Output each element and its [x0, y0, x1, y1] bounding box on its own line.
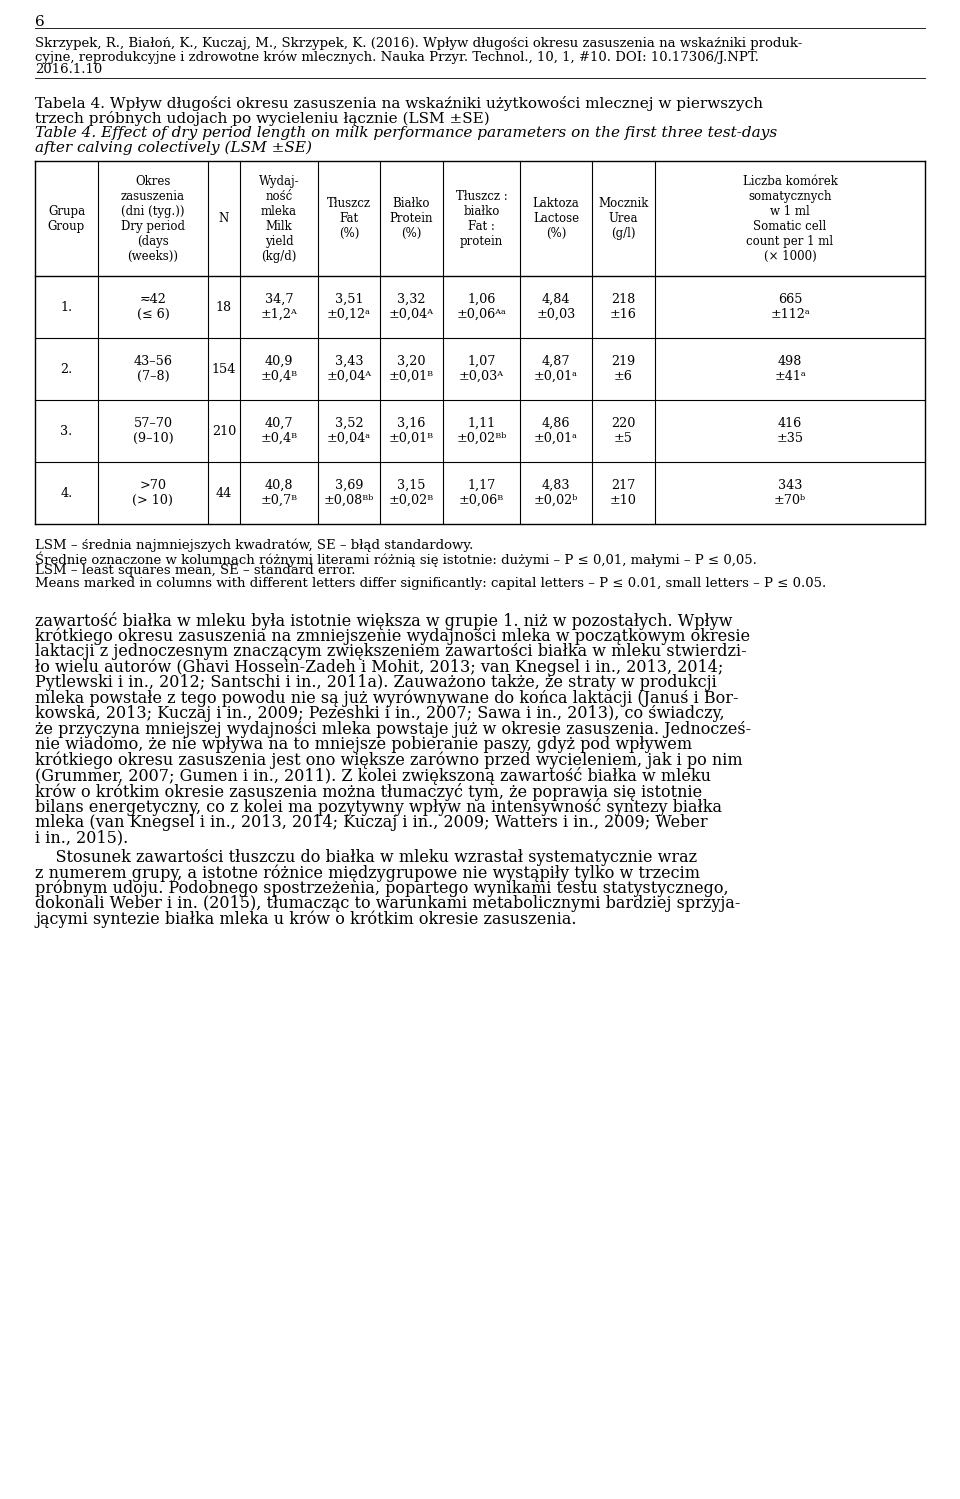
Text: 3,20
±0,01ᴮ: 3,20 ±0,01ᴮ	[389, 355, 434, 384]
Text: 3,52
±0,04ᵃ: 3,52 ±0,04ᵃ	[327, 417, 372, 445]
Text: 2.: 2.	[60, 363, 73, 376]
Text: 416
±35: 416 ±35	[777, 417, 804, 445]
Text: krótkiego okresu zasuszenia na zmniejszenie wydajności mleka w początkowym okres: krótkiego okresu zasuszenia na zmniejsze…	[35, 628, 750, 645]
Text: 4,87
±0,01ᵃ: 4,87 ±0,01ᵃ	[534, 355, 578, 384]
Text: 1,06
±0,06ᴬᵃ: 1,06 ±0,06ᴬᵃ	[457, 292, 507, 321]
Text: krów o krótkim okresie zasuszenia można tłumaczyć tym, że poprawia się istotnie: krów o krótkim okresie zasuszenia można …	[35, 782, 702, 800]
Text: mleka powstałe z tego powodu nie są już wyrównywane do końca laktacji (Januś i B: mleka powstałe z tego powodu nie są już …	[35, 690, 738, 708]
Text: Laktoza
Lactose
(%): Laktoza Lactose (%)	[533, 196, 580, 240]
Text: 3.: 3.	[60, 424, 73, 438]
Text: LSM – średnia najmniejszych kwadratów, SE – błąd standardowy.: LSM – średnia najmniejszych kwadratów, S…	[35, 538, 473, 552]
Text: 217
±10: 217 ±10	[610, 480, 636, 507]
Text: 4,86
±0,01ᵃ: 4,86 ±0,01ᵃ	[534, 417, 578, 445]
Text: 40,8
±0,7ᴮ: 40,8 ±0,7ᴮ	[260, 480, 298, 507]
Text: 665
±112ᵃ: 665 ±112ᵃ	[770, 292, 810, 321]
Text: nie wiadomo, że nie wpływa na to mniejsze pobieranie paszy, gdyż pod wpływem: nie wiadomo, że nie wpływa na to mniejsz…	[35, 736, 692, 752]
Text: 18: 18	[216, 300, 232, 313]
Text: Grupa
Group: Grupa Group	[48, 204, 85, 232]
Text: dokonali Weber i in. (2015), tłumacząc to warunkami metabolicznymi bardziej sprz: dokonali Weber i in. (2015), tłumacząc t…	[35, 895, 740, 911]
Text: zawartość białka w mleku była istotnie większa w grupie 1. niż w pozostałych. Wp: zawartość białka w mleku była istotnie w…	[35, 612, 732, 630]
Text: Liczba komórek
somatycznych
w 1 ml
Somatic cell
count per 1 ml
(× 1000): Liczba komórek somatycznych w 1 ml Somat…	[743, 174, 837, 262]
Text: after calving colectively (LSM ±SE): after calving colectively (LSM ±SE)	[35, 141, 312, 156]
Text: 220
±5: 220 ±5	[612, 417, 636, 445]
Text: Stosunek zawartości tłuszczu do białka w mleku wzrastał systematycznie wraz: Stosunek zawartości tłuszczu do białka w…	[35, 848, 697, 865]
Text: 43–56
(7–8): 43–56 (7–8)	[133, 355, 173, 384]
Text: 3,16
±0,01ᴮ: 3,16 ±0,01ᴮ	[389, 417, 434, 445]
Text: 2016.1.10: 2016.1.10	[35, 63, 103, 76]
Text: że przyczyna mniejszej wydajności mleka powstaje już w okresie zasuszenia. Jedno: że przyczyna mniejszej wydajności mleka …	[35, 721, 751, 738]
Text: ło wielu autorów (Ghavi Hossein-Zadeh i Mohit, 2013; van Knegsel i in., 2013, 20: ło wielu autorów (Ghavi Hossein-Zadeh i …	[35, 658, 724, 676]
Text: 498
±41ᵃ: 498 ±41ᵃ	[774, 355, 805, 384]
Text: i in., 2015).: i in., 2015).	[35, 829, 129, 845]
Text: Pytlewski i in., 2012; Santschi i in., 2011a). Zauważono także, że straty w prod: Pytlewski i in., 2012; Santschi i in., 2…	[35, 675, 717, 691]
Text: 343
±70ᵇ: 343 ±70ᵇ	[774, 480, 806, 507]
Text: Table 4. Effect of dry period length on milk performance parameters on the first: Table 4. Effect of dry period length on …	[35, 126, 778, 139]
Text: 1,07
±0,03ᴬ: 1,07 ±0,03ᴬ	[459, 355, 504, 384]
Text: trzech próbnych udojach po wycieleniu łącznie (LSM ±SE): trzech próbnych udojach po wycieleniu łą…	[35, 111, 490, 126]
Text: mleka (van Knegsel i in., 2013, 2014; Kuczaj i in., 2009; Watters i in., 2009; W: mleka (van Knegsel i in., 2013, 2014; Ku…	[35, 814, 708, 830]
Text: 1.: 1.	[60, 300, 73, 313]
Text: Skrzypek, R., Białoń, K., Kuczaj, M., Skrzypek, K. (2016). Wpływ długości okresu: Skrzypek, R., Białoń, K., Kuczaj, M., Sk…	[35, 37, 803, 49]
Text: Białko
Protein
(%): Białko Protein (%)	[390, 196, 433, 240]
Text: 154: 154	[212, 363, 236, 376]
Text: 3,32
±0,04ᴬ: 3,32 ±0,04ᴬ	[389, 292, 434, 321]
Text: 57–70
(9–10): 57–70 (9–10)	[132, 417, 174, 445]
Text: laktacji z jednoczesnym znaczącym zwiększeniem zawartości białka w mleku stwierd: laktacji z jednoczesnym znaczącym zwięks…	[35, 643, 747, 660]
Text: 4.: 4.	[60, 487, 73, 499]
Text: >70
(> 10): >70 (> 10)	[132, 480, 174, 507]
Text: 1,11
±0,02ᴮᵇ: 1,11 ±0,02ᴮᵇ	[456, 417, 507, 445]
Text: N: N	[219, 211, 229, 225]
Text: 1,17
±0,06ᴮ: 1,17 ±0,06ᴮ	[459, 480, 504, 507]
Text: 3,15
±0,02ᴮ: 3,15 ±0,02ᴮ	[389, 480, 434, 507]
Text: krótkiego okresu zasuszenia jest ono większe zarówno przed wycieleniem, jak i po: krótkiego okresu zasuszenia jest ono wię…	[35, 751, 743, 769]
Text: z numerem grupy, a istotne różnice międzygrupowe nie wystąpiły tylko w trzecim: z numerem grupy, a istotne różnice międz…	[35, 863, 700, 881]
Text: 34,7
±1,2ᴬ: 34,7 ±1,2ᴬ	[260, 292, 298, 321]
Text: próbnym udoju. Podobnego spostrzeżenia, popartego wynikami testu statystycznego,: próbnym udoju. Podobnego spostrzeżenia, …	[35, 880, 729, 896]
Text: 4,83
±0,02ᵇ: 4,83 ±0,02ᵇ	[534, 480, 578, 507]
Text: 44: 44	[216, 487, 232, 499]
Text: LSM – least squares mean, SE – standard error.: LSM – least squares mean, SE – standard …	[35, 564, 355, 577]
Text: cyjne, reprodukcyjne i zdrowotne krów mlecznych. Nauka Przyr. Technol., 10, 1, #: cyjne, reprodukcyjne i zdrowotne krów ml…	[35, 49, 758, 63]
Text: Wydaj-
ność
mleka
Milk
yield
(kg/d): Wydaj- ność mleka Milk yield (kg/d)	[258, 174, 300, 262]
Text: Mocznik
Urea
(g/l): Mocznik Urea (g/l)	[598, 196, 649, 240]
Text: 219
±6: 219 ±6	[612, 355, 636, 384]
Text: 40,7
±0,4ᴮ: 40,7 ±0,4ᴮ	[260, 417, 298, 445]
Text: jącymi syntezie białka mleka u krów o krótkim okresie zasuszenia.: jącymi syntezie białka mleka u krów o kr…	[35, 910, 577, 928]
Text: 3,51
±0,12ᵃ: 3,51 ±0,12ᵃ	[327, 292, 371, 321]
Text: 3,69
±0,08ᴮᵇ: 3,69 ±0,08ᴮᵇ	[324, 480, 374, 507]
Text: 210: 210	[212, 424, 236, 438]
Text: (Grummer, 2007; Gumen i in., 2011). Z kolei zwiększoną zawartość białka w mleku: (Grummer, 2007; Gumen i in., 2011). Z ko…	[35, 767, 711, 785]
Text: Średnie oznaczone w kolumnach różnymi literami różnią się istotnie: dużymi – P ≤: Średnie oznaczone w kolumnach różnymi li…	[35, 552, 756, 567]
Text: 3,43
±0,04ᴬ: 3,43 ±0,04ᴬ	[326, 355, 372, 384]
Text: bilans energetyczny, co z kolei ma pozytywny wpływ na intensywność syntezy białk: bilans energetyczny, co z kolei ma pozyt…	[35, 797, 722, 815]
Text: 4,84
±0,03: 4,84 ±0,03	[537, 292, 576, 321]
Text: Tłuszcz
Fat
(%): Tłuszcz Fat (%)	[327, 196, 371, 240]
Text: Tabela 4. Wpływ długości okresu zasuszenia na wskaźniki użytkowości mlecznej w p: Tabela 4. Wpływ długości okresu zasuszen…	[35, 96, 763, 111]
Text: kowska, 2013; Kuczaj i in., 2009; Pezeshki i in., 2007; Sawa i in., 2013), co św: kowska, 2013; Kuczaj i in., 2009; Pezesh…	[35, 705, 725, 723]
Text: 6: 6	[35, 15, 45, 28]
Text: Okres
zasuszenia
(dni (tyg.))
Dry period
(days
(weeks)): Okres zasuszenia (dni (tyg.)) Dry period…	[121, 174, 185, 262]
Text: Tłuszcz :
białko
Fat :
protein: Tłuszcz : białko Fat : protein	[456, 189, 508, 247]
Text: 218
±16: 218 ±16	[610, 292, 636, 321]
Text: 40,9
±0,4ᴮ: 40,9 ±0,4ᴮ	[260, 355, 298, 384]
Text: ≂42
(≤ 6): ≂42 (≤ 6)	[136, 292, 169, 321]
Text: Means marked in columns with different letters differ significantly: capital let: Means marked in columns with different l…	[35, 577, 827, 591]
